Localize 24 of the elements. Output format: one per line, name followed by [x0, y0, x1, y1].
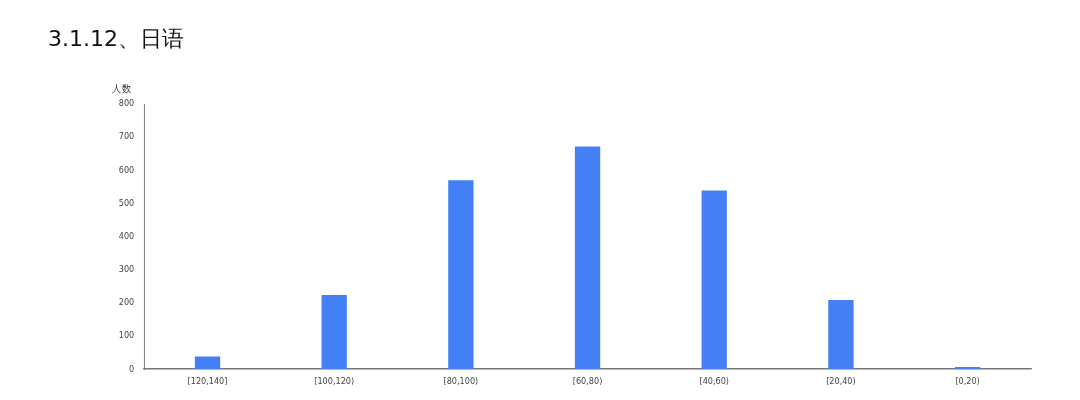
y-tick-label: 100 — [118, 329, 135, 341]
x-tick-label: [100,120) — [314, 375, 355, 387]
y-tick-label: 500 — [118, 197, 135, 208]
y-tick-label: 800 — [118, 97, 135, 109]
y-tick-label: 300 — [118, 263, 135, 275]
x-tick-label: [80,100) — [443, 375, 479, 387]
bar — [448, 180, 474, 370]
y-tick-label: 700 — [118, 131, 135, 142]
y-tick-label: 0 — [129, 363, 135, 374]
x-tick-label: [0,20) — [955, 375, 980, 387]
y-tick-label: 400 — [118, 230, 135, 242]
x-tick-label: [60,80) — [572, 375, 603, 387]
bar — [321, 294, 347, 370]
y-tick-label: 200 — [118, 296, 135, 308]
bar — [574, 146, 601, 370]
x-tick-label: [120,140] — [187, 375, 228, 387]
x-tick-label: [20,40) — [826, 375, 856, 387]
x-tick-label: [40,60) — [699, 375, 730, 387]
bar — [701, 190, 727, 370]
y-axis-title: 人数 — [112, 82, 132, 94]
bar — [828, 299, 854, 370]
chart-title: 3.1.12、日语 — [47, 25, 185, 53]
y-tick-label: 600 — [118, 164, 135, 175]
bar — [194, 356, 221, 370]
